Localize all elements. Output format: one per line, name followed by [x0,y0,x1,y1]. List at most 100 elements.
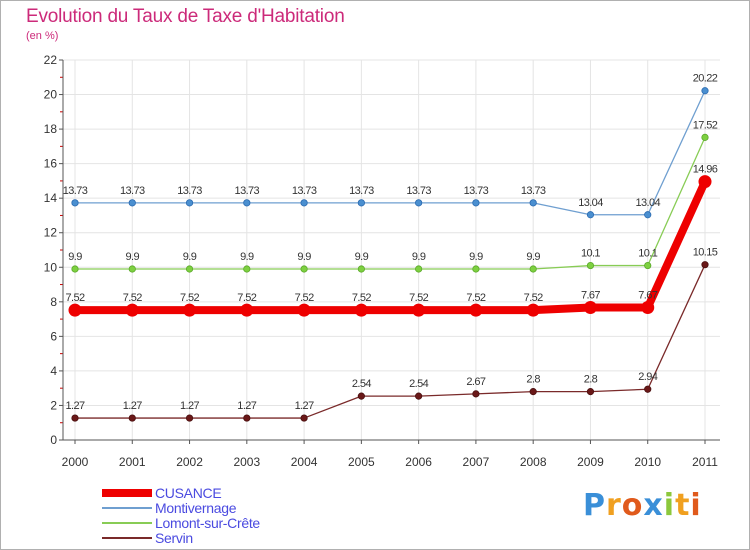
x-tick-label: 2007 [463,455,490,469]
data-point-servin [185,414,194,422]
data-point-montivernage [472,199,480,207]
data-label-servin: 1.27 [65,400,84,412]
data-label-servin: 1.27 [295,400,314,412]
data-label-lomont-sur-crete: 10.1 [581,248,600,260]
data-label-montivernage: 13.73 [177,185,202,197]
data-label-cusance: 7.52 [123,292,142,304]
data-label-cusance: 14.96 [693,164,718,176]
data-labels: 7.52 7.52 7.52 7.52 7.52 7.52 7.52 7.52 7.52 7.67… [63,73,719,412]
data-label-montivernage: 13.73 [349,185,374,197]
data-label-cusance: 7.52 [295,292,314,304]
x-tick-label: 2005 [348,455,375,469]
series-line-servin [74,264,706,419]
data-point-servin [243,414,251,422]
data-point-servin [357,392,365,400]
data-point-lomont-sur-crete [71,265,79,273]
y-tick-label: 20 [44,88,58,102]
data-point-cusance [68,303,82,317]
logo-letter: r [606,488,622,523]
data-point-cusance [698,175,712,189]
y-tick-label: 4 [50,364,57,378]
data-point-servin [415,392,423,400]
data-label-montivernage: 13.73 [120,185,145,197]
data-point-montivernage [586,211,595,219]
data-point-montivernage [128,199,136,207]
data-label-servin: 1.27 [180,400,199,412]
data-point-cusance [297,303,311,317]
data-label-cusance: 7.52 [409,292,428,304]
data-point-lomont-sur-crete [644,261,652,270]
data-label-montivernage: 13.04 [635,197,660,209]
data-label-montivernage: 13.73 [464,185,489,197]
y-tick-label: 6 [50,329,57,343]
y-tick-label: 16 [44,157,58,171]
legend-swatch-servin [102,537,152,539]
data-point-servin [644,385,652,393]
legend-swatch-montivernage [102,507,152,509]
series-line-montivernage [74,90,706,216]
proxiti-logo: Proxiti [583,488,702,523]
legend: CUSANCE Montivernage Lomont-sur-Crête Se… [102,485,352,546]
data-label-lomont-sur-crete: 9.9 [297,251,311,263]
x-tick-label: 2008 [520,455,547,469]
y-tick-label: 14 [44,191,58,205]
data-label-lomont-sur-crete: 9.9 [183,251,197,263]
data-point-montivernage [243,199,251,207]
data-label-lomont-sur-crete: 9.9 [68,251,82,263]
series-line-lomont-sur-crete [74,136,706,270]
data-point-montivernage [644,211,652,219]
data-point-lomont-sur-crete [472,265,480,273]
data-label-servin: 1.27 [123,400,142,412]
y-tick-label: 2 [50,398,57,412]
logo-letter: x [643,488,664,523]
axes: 0 2 4 6 8 10 12 14 16 18 20 22 2000 2001 2002 2003 2004 2… [44,53,720,469]
legend-item-servin: Servin [102,530,352,546]
y-tick-label: 12 [44,226,58,240]
data-label-cusance: 7.52 [180,292,199,304]
data-point-cusance [641,301,655,315]
x-tick-label: 2011 [692,455,718,469]
data-point-servin [529,388,537,396]
data-point-servin [472,390,480,398]
x-tick-label: 2002 [176,455,203,469]
chart-subtitle: (en %) [26,30,59,42]
logo-letter: i [690,488,702,523]
series-lines [68,87,712,422]
data-label-servin: 2.8 [526,374,540,386]
data-label-lomont-sur-crete: 9.9 [240,251,254,263]
data-label-lomont-sur-crete: 9.9 [469,251,483,263]
x-tick-label: 2001 [119,455,146,469]
data-point-lomont-sur-crete [586,261,595,270]
data-label-servin: 2.94 [638,371,657,383]
x-tick-label: 2006 [405,455,432,469]
data-point-cusance [526,303,540,317]
data-point-cusance [354,303,368,317]
x-tick-label: 2003 [233,455,260,469]
data-point-servin [300,414,308,422]
data-label-servin: 2.67 [466,376,485,388]
data-point-lomont-sur-crete [300,265,308,273]
data-point-servin [701,261,709,269]
legend-swatch-lomont-sur-crete [102,522,152,524]
y-tick-label: 18 [44,122,58,136]
data-label-servin: 2.54 [352,378,371,390]
data-point-lomont-sur-crete [357,265,365,273]
data-label-montivernage: 13.73 [292,185,317,197]
data-label-montivernage: 13.73 [235,185,260,197]
data-point-montivernage [300,199,308,207]
data-label-montivernage: 13.73 [521,185,546,197]
logo-letter: P [583,488,606,523]
data-point-lomont-sur-crete [701,133,709,141]
y-tick-label: 22 [44,53,58,67]
data-label-cusance: 7.52 [466,292,485,304]
data-label-lomont-sur-crete: 9.9 [412,251,426,263]
data-label-montivernage: 13.73 [406,185,431,197]
data-label-servin: 2.54 [409,378,428,390]
logo-letter: o [621,488,644,523]
grid [63,59,720,441]
data-point-montivernage [701,87,709,95]
data-label-montivernage: 20.22 [693,73,718,85]
data-point-montivernage [357,199,365,207]
